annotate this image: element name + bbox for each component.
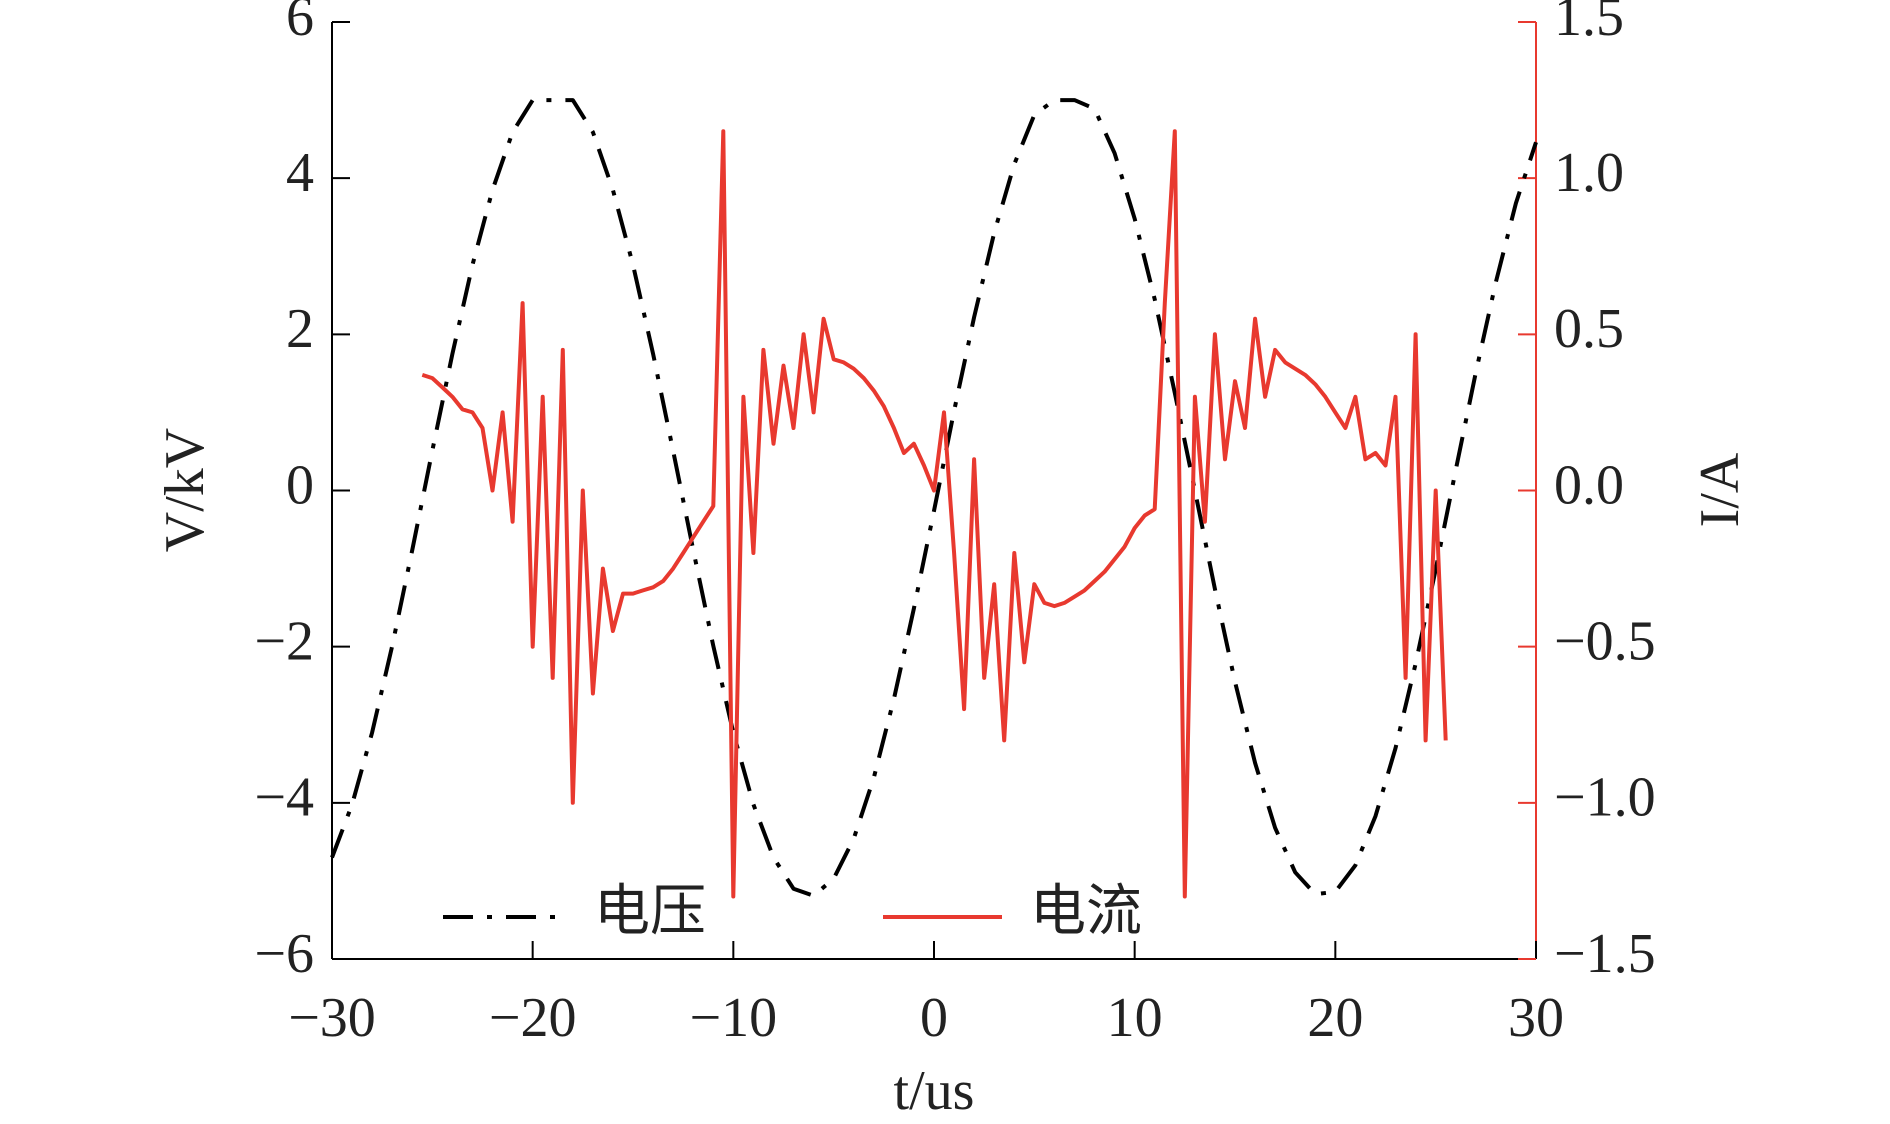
- series-line: [330, 98, 1538, 898]
- y2-tick-label: −1.0: [1554, 767, 1656, 829]
- y-tick-label: −6: [254, 923, 314, 985]
- series-line: [421, 129, 1448, 899]
- y2-tick-label: −0.5: [1554, 611, 1656, 673]
- legend-label: 电流: [1030, 881, 1142, 943]
- y2-tick-label: 0.5: [1554, 298, 1624, 360]
- x-tick-label: 10: [1107, 987, 1163, 1049]
- x-tick-label: 0: [920, 987, 948, 1049]
- y-tick-label: −2: [254, 611, 314, 673]
- y-axis-label: V/kV: [154, 428, 216, 552]
- x-tick-label: −20: [489, 987, 577, 1049]
- x-tick-label: 20: [1307, 987, 1363, 1049]
- x-tick-label: −30: [288, 987, 376, 1049]
- y-tick-label: 2: [286, 298, 314, 360]
- y2-tick-label: 1.5: [1554, 0, 1624, 48]
- y2-tick-label: 0.0: [1554, 454, 1624, 516]
- y-tick-label: 6: [286, 0, 314, 48]
- y-tick-label: −4: [254, 767, 314, 829]
- y-tick-label: 0: [286, 454, 314, 516]
- y2-tick-label: −1.5: [1554, 923, 1656, 985]
- x-axis-label: t/us: [894, 1060, 975, 1122]
- y2-axis-label: I/A: [1689, 452, 1751, 527]
- y-tick-label: 4: [286, 142, 314, 204]
- x-tick-label: −10: [690, 987, 778, 1049]
- y2-tick-label: 1.0: [1554, 142, 1624, 204]
- legend-label: 电压: [594, 881, 706, 943]
- x-tick-label: 30: [1508, 987, 1564, 1049]
